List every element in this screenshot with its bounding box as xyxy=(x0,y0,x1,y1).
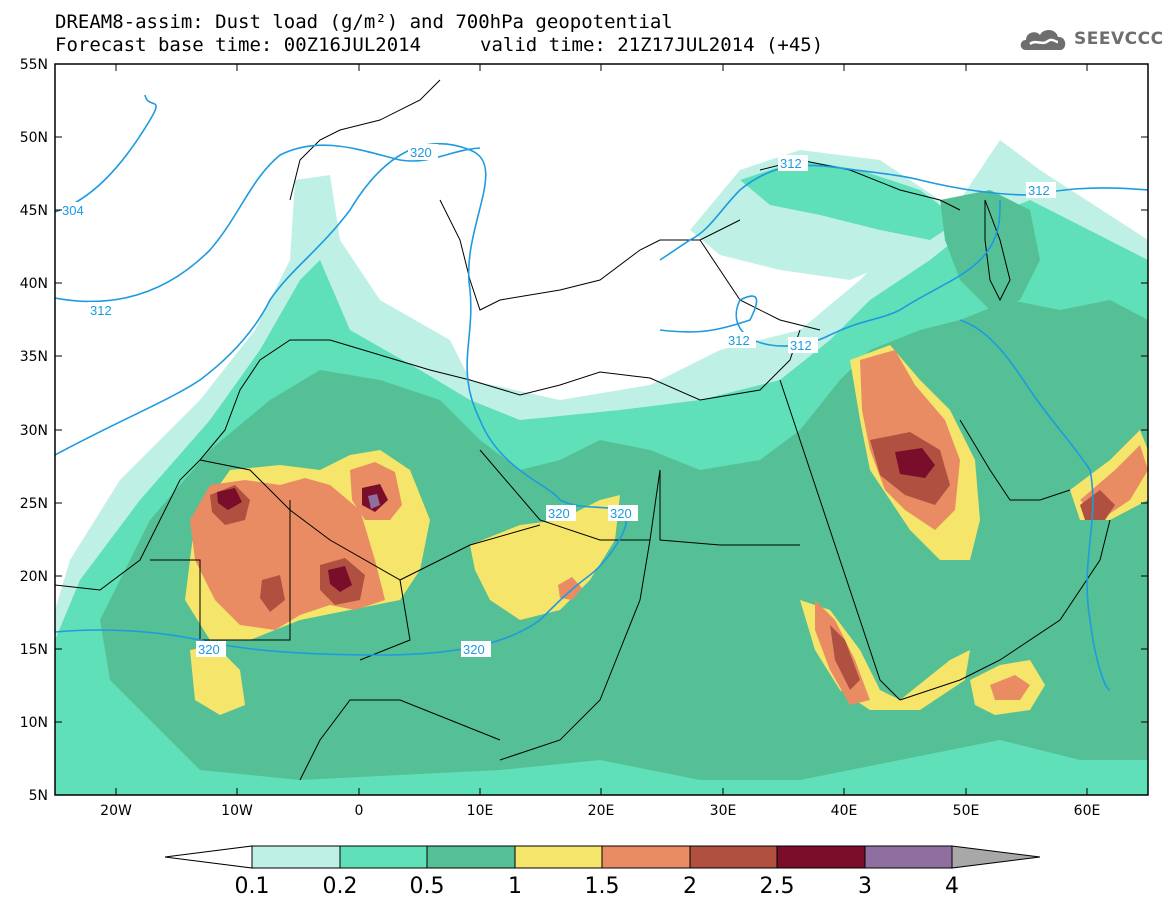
valid-time-text: valid time: 21Z17JUL2014 (+45) xyxy=(480,34,824,56)
lon-label: 60E xyxy=(1074,803,1101,819)
colorbar-segment xyxy=(339,845,428,869)
dust-level-0.5-caucasus xyxy=(940,190,1040,310)
contour-label: 312 xyxy=(790,338,812,353)
colorbar xyxy=(164,845,1041,869)
contour-label: 320 xyxy=(198,642,220,657)
colorbar-segment xyxy=(776,845,866,869)
colorbar-tick: 2.5 xyxy=(760,874,795,899)
dust-level-1.5-chad xyxy=(558,577,582,600)
lon-label: 20E xyxy=(588,803,615,819)
colorbar-segment xyxy=(251,845,341,869)
contour-label: 312 xyxy=(1028,183,1050,198)
dust-level-2.5 xyxy=(217,488,242,510)
colorbar-segment xyxy=(689,845,778,869)
dust-level-3 xyxy=(368,494,380,509)
colorbar-segment xyxy=(601,845,691,869)
contour-label: 304 xyxy=(62,203,84,218)
lat-label: 50N xyxy=(20,130,48,146)
base-time-text: Forecast base time: 00Z16JUL2014 xyxy=(55,34,422,56)
colorbar-high-triangle xyxy=(951,845,1041,869)
logo-text: SEEVCCC xyxy=(1074,29,1164,49)
contour-label: 320 xyxy=(548,506,570,521)
map-title: DREAM8-assim: Dust load (g/m²) and 700hP… xyxy=(55,11,673,33)
colorbar-low-triangle xyxy=(164,845,253,869)
colorbar-segment xyxy=(426,845,516,869)
dust-level-2-mauritania xyxy=(260,575,285,612)
lat-label: 30N xyxy=(20,423,48,439)
lon-label: 40E xyxy=(831,803,858,819)
colorbar-tick: 0.1 xyxy=(235,874,270,899)
lat-label: 5N xyxy=(29,788,48,804)
colorbar-tick: 4 xyxy=(945,874,959,899)
colorbar-segment xyxy=(864,845,953,869)
colorbar-tick: 0.2 xyxy=(323,874,358,899)
contour-label: 320 xyxy=(610,506,632,521)
lat-label: 45N xyxy=(20,203,48,219)
coastlines xyxy=(55,79,1111,781)
lat-label: 55N xyxy=(20,57,48,73)
lon-label: 20W xyxy=(100,803,132,819)
dust-field xyxy=(55,140,1148,795)
longitude-axis xyxy=(115,64,1088,795)
lon-label: 10W xyxy=(221,803,253,819)
dust-level-2-redsea xyxy=(830,625,860,690)
dust-level-2-oman xyxy=(1080,490,1115,520)
colorbar-tick: 1 xyxy=(508,874,522,899)
contour-label: 320 xyxy=(410,145,432,160)
dust-level-2.5-mali xyxy=(328,566,352,592)
dust-level-1-chad xyxy=(470,495,620,620)
forecast-base-time: Forecast base time: 00Z16JUL2014 valid ti… xyxy=(55,34,823,56)
cloud-icon xyxy=(1020,29,1066,50)
colorbar-tick: 2 xyxy=(683,874,697,899)
contour-label: 312 xyxy=(780,156,802,171)
contour-label: 312 xyxy=(728,333,750,348)
lat-label: 40N xyxy=(20,276,48,292)
lat-label: 15N xyxy=(20,642,48,658)
colorbar-segment xyxy=(514,845,603,869)
contour-label: 312 xyxy=(90,303,112,318)
colorbar-tick: 0.5 xyxy=(410,874,445,899)
lon-label: 0 xyxy=(355,803,364,819)
contour-label: 320 xyxy=(463,642,485,657)
colorbar-tick: 1.5 xyxy=(585,874,620,899)
lat-label: 20N xyxy=(20,569,48,585)
contour-labels: 304 312 320 312 312 312 312 320 320 320 … xyxy=(60,144,1056,657)
lat-label: 10N xyxy=(20,715,48,731)
dust-level-1.5-yemen xyxy=(990,675,1030,700)
dust-level-2.5-arabia xyxy=(895,448,935,478)
dust-level-1-senegal xyxy=(190,645,245,715)
colorbar-tick: 3 xyxy=(858,874,872,899)
lat-label: 25N xyxy=(20,496,48,512)
lon-label: 10E xyxy=(467,803,494,819)
lon-label: 30E xyxy=(710,803,737,819)
lon-label: 50E xyxy=(953,803,980,819)
seevccc-logo: SEEVCCC xyxy=(1018,24,1163,54)
latitude-axis xyxy=(55,63,1148,796)
dust-level-0.2-caspian xyxy=(740,160,960,240)
lat-label: 35N xyxy=(20,349,48,365)
